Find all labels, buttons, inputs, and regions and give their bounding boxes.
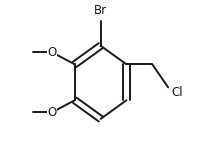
Text: Br: Br: [94, 4, 107, 17]
Text: Cl: Cl: [171, 86, 183, 99]
Text: O: O: [47, 106, 56, 119]
Text: O: O: [47, 46, 56, 59]
